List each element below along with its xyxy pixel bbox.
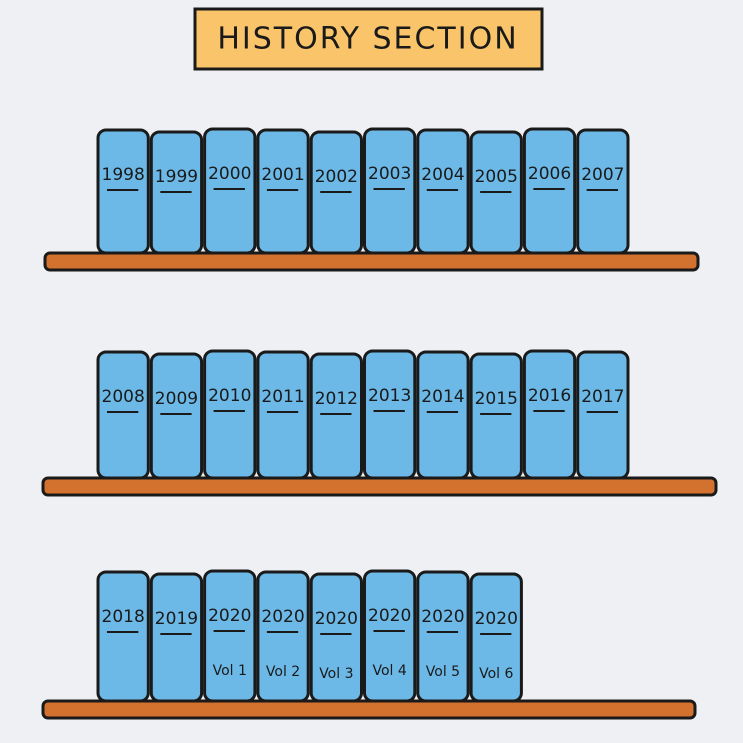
book-volume: Vol 5 (426, 664, 460, 680)
book-label: 2004 (421, 165, 464, 185)
shelf (43, 251, 700, 272)
book-label: 2000 (208, 164, 251, 184)
book-label: 2006 (528, 164, 571, 184)
book (522, 127, 577, 255)
book-label: 2017 (581, 387, 624, 407)
book-label: 2012 (315, 389, 358, 409)
book-label: 2020 (475, 609, 518, 629)
shelf (41, 699, 697, 720)
book (576, 128, 630, 255)
book (149, 572, 204, 703)
book-volume: Vol 4 (372, 663, 406, 679)
book (203, 127, 257, 255)
book-volume: Vol 1 (213, 663, 247, 679)
book-label: 2016 (528, 386, 571, 406)
book (203, 569, 257, 703)
book-label: 2005 (475, 167, 518, 187)
book-label: 2008 (102, 387, 145, 407)
shelf (41, 476, 718, 497)
book-label: 2020 (261, 607, 304, 627)
book-label: 2001 (261, 165, 304, 185)
book (363, 349, 417, 480)
book (256, 350, 310, 480)
book (416, 350, 470, 480)
book (522, 349, 577, 480)
book-label: 2009 (155, 389, 198, 409)
book (576, 350, 630, 480)
book-label: 2015 (475, 389, 518, 409)
book-label: 2010 (208, 386, 251, 406)
sign-title: HISTORY SECTION (217, 22, 518, 57)
book-label: 2020 (315, 609, 358, 629)
book-label: 2019 (155, 609, 198, 629)
book-volume: Vol 6 (479, 666, 513, 682)
book (469, 352, 523, 480)
book-label: 2020 (208, 606, 251, 626)
book (96, 570, 150, 703)
book (416, 570, 470, 703)
book (309, 572, 364, 703)
book-label: 2020 (368, 606, 411, 626)
book (96, 128, 150, 255)
book-label: 2011 (261, 387, 304, 407)
book-label: 2014 (421, 387, 464, 407)
book-label: 1999 (155, 167, 198, 187)
sign-board (193, 7, 544, 71)
book-volume: Vol 2 (266, 664, 300, 680)
book-volume: Vol 3 (319, 666, 353, 682)
book (96, 350, 150, 480)
book (309, 352, 364, 480)
book (416, 128, 470, 255)
book-label: 2013 (368, 386, 411, 406)
book-label: 2003 (368, 164, 411, 184)
book-label: 2007 (581, 165, 624, 185)
book (203, 349, 257, 480)
book (149, 352, 204, 480)
book-label: 2018 (102, 607, 145, 627)
book (469, 572, 523, 703)
book-label: 2002 (315, 167, 358, 187)
book-label: 1998 (102, 165, 145, 185)
book (363, 127, 417, 255)
book (363, 569, 417, 703)
book-label: 2020 (421, 607, 464, 627)
book (256, 570, 310, 703)
book (256, 128, 310, 255)
